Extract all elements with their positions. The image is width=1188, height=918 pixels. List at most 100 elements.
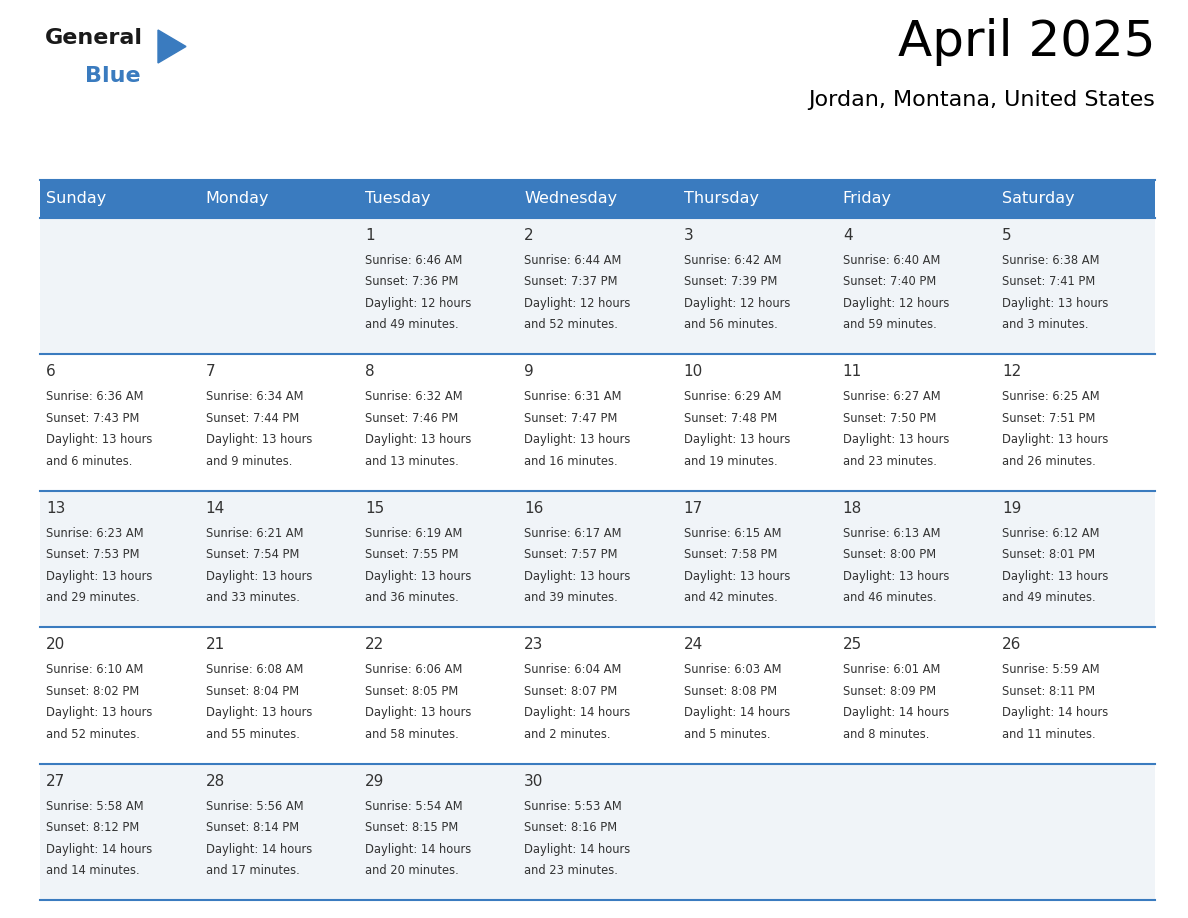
Text: and 39 minutes.: and 39 minutes. xyxy=(524,591,618,604)
Text: and 11 minutes.: and 11 minutes. xyxy=(1003,728,1095,741)
Text: Sunrise: 6:36 AM: Sunrise: 6:36 AM xyxy=(46,390,144,403)
Text: 19: 19 xyxy=(1003,501,1022,516)
Text: Sunset: 8:08 PM: Sunset: 8:08 PM xyxy=(683,685,777,698)
Text: and 58 minutes.: and 58 minutes. xyxy=(365,728,459,741)
Text: 26: 26 xyxy=(1003,637,1022,652)
Text: and 49 minutes.: and 49 minutes. xyxy=(365,319,459,331)
Text: Daylight: 13 hours: Daylight: 13 hours xyxy=(46,706,153,719)
Bar xyxy=(40,354,200,491)
Text: Sunset: 7:40 PM: Sunset: 7:40 PM xyxy=(842,275,936,288)
Text: Sunrise: 5:59 AM: Sunrise: 5:59 AM xyxy=(1003,663,1100,677)
Text: and 52 minutes.: and 52 minutes. xyxy=(46,728,140,741)
Bar xyxy=(677,180,836,218)
Text: 29: 29 xyxy=(365,774,384,789)
Text: 30: 30 xyxy=(524,774,544,789)
Text: Sunrise: 6:25 AM: Sunrise: 6:25 AM xyxy=(1003,390,1100,403)
Text: Wednesday: Wednesday xyxy=(524,192,618,207)
Text: and 42 minutes.: and 42 minutes. xyxy=(683,591,777,604)
Text: and 16 minutes.: and 16 minutes. xyxy=(524,455,618,468)
Text: Sunset: 7:43 PM: Sunset: 7:43 PM xyxy=(46,412,140,425)
Text: Daylight: 13 hours: Daylight: 13 hours xyxy=(206,570,312,583)
Text: and 56 minutes.: and 56 minutes. xyxy=(683,319,777,331)
Text: Sunset: 7:41 PM: Sunset: 7:41 PM xyxy=(1003,275,1095,288)
Text: Sunrise: 6:29 AM: Sunrise: 6:29 AM xyxy=(683,390,781,403)
Bar xyxy=(677,491,836,627)
Text: 18: 18 xyxy=(842,501,862,516)
Text: Sunrise: 6:13 AM: Sunrise: 6:13 AM xyxy=(842,527,940,540)
Bar xyxy=(200,627,359,764)
Text: Sunrise: 6:42 AM: Sunrise: 6:42 AM xyxy=(683,254,781,267)
Text: Sunset: 8:01 PM: Sunset: 8:01 PM xyxy=(1003,548,1095,561)
Text: Daylight: 13 hours: Daylight: 13 hours xyxy=(46,433,153,446)
Bar xyxy=(836,180,996,218)
Text: Tuesday: Tuesday xyxy=(365,192,430,207)
Text: and 46 minutes.: and 46 minutes. xyxy=(842,591,936,604)
Text: Daylight: 13 hours: Daylight: 13 hours xyxy=(683,570,790,583)
Text: Daylight: 12 hours: Daylight: 12 hours xyxy=(524,297,631,310)
Text: Daylight: 13 hours: Daylight: 13 hours xyxy=(524,570,631,583)
Text: and 17 minutes.: and 17 minutes. xyxy=(206,864,299,877)
Text: and 26 minutes.: and 26 minutes. xyxy=(1003,455,1095,468)
Bar xyxy=(677,218,836,354)
Bar xyxy=(996,627,1155,764)
Text: Sunset: 7:53 PM: Sunset: 7:53 PM xyxy=(46,548,140,561)
Text: Sunset: 7:47 PM: Sunset: 7:47 PM xyxy=(524,412,618,425)
Text: Sunrise: 6:17 AM: Sunrise: 6:17 AM xyxy=(524,527,621,540)
Text: 1: 1 xyxy=(365,228,374,243)
Text: 22: 22 xyxy=(365,637,384,652)
Text: 14: 14 xyxy=(206,501,225,516)
Text: Sunrise: 6:10 AM: Sunrise: 6:10 AM xyxy=(46,663,144,677)
Text: Sunset: 8:07 PM: Sunset: 8:07 PM xyxy=(524,685,618,698)
Bar xyxy=(996,218,1155,354)
Text: Daylight: 13 hours: Daylight: 13 hours xyxy=(206,433,312,446)
Text: Sunrise: 6:44 AM: Sunrise: 6:44 AM xyxy=(524,254,621,267)
Bar xyxy=(200,180,359,218)
Text: Sunrise: 6:23 AM: Sunrise: 6:23 AM xyxy=(46,527,144,540)
Bar xyxy=(996,354,1155,491)
Bar xyxy=(40,627,200,764)
Text: and 14 minutes.: and 14 minutes. xyxy=(46,864,140,877)
Text: Sunrise: 6:03 AM: Sunrise: 6:03 AM xyxy=(683,663,781,677)
Bar xyxy=(518,218,677,354)
Text: Daylight: 14 hours: Daylight: 14 hours xyxy=(842,706,949,719)
Bar xyxy=(836,764,996,900)
Bar xyxy=(677,627,836,764)
Text: Sunrise: 6:46 AM: Sunrise: 6:46 AM xyxy=(365,254,462,267)
Bar xyxy=(518,491,677,627)
Bar xyxy=(996,180,1155,218)
Text: 20: 20 xyxy=(46,637,65,652)
Text: Daylight: 13 hours: Daylight: 13 hours xyxy=(46,570,153,583)
Bar xyxy=(518,180,677,218)
Text: 15: 15 xyxy=(365,501,384,516)
Text: Friday: Friday xyxy=(842,192,892,207)
Text: Sunset: 8:14 PM: Sunset: 8:14 PM xyxy=(206,821,299,834)
Text: 21: 21 xyxy=(206,637,225,652)
Text: and 59 minutes.: and 59 minutes. xyxy=(842,319,936,331)
Text: and 49 minutes.: and 49 minutes. xyxy=(1003,591,1095,604)
Text: Daylight: 14 hours: Daylight: 14 hours xyxy=(1003,706,1108,719)
Text: Sunrise: 6:01 AM: Sunrise: 6:01 AM xyxy=(842,663,940,677)
Text: Sunset: 8:05 PM: Sunset: 8:05 PM xyxy=(365,685,459,698)
Bar xyxy=(677,764,836,900)
Text: 10: 10 xyxy=(683,364,703,379)
Text: 6: 6 xyxy=(46,364,56,379)
Bar xyxy=(996,491,1155,627)
Text: Sunset: 7:55 PM: Sunset: 7:55 PM xyxy=(365,548,459,561)
Text: Saturday: Saturday xyxy=(1003,192,1075,207)
Text: Sunrise: 6:04 AM: Sunrise: 6:04 AM xyxy=(524,663,621,677)
Text: Daylight: 14 hours: Daylight: 14 hours xyxy=(46,843,152,856)
Bar xyxy=(40,218,200,354)
Text: Sunrise: 6:06 AM: Sunrise: 6:06 AM xyxy=(365,663,462,677)
Text: Sunrise: 6:21 AM: Sunrise: 6:21 AM xyxy=(206,527,303,540)
Text: and 19 minutes.: and 19 minutes. xyxy=(683,455,777,468)
Text: Monday: Monday xyxy=(206,192,270,207)
Text: Sunrise: 6:40 AM: Sunrise: 6:40 AM xyxy=(842,254,940,267)
Text: 24: 24 xyxy=(683,637,703,652)
Bar xyxy=(996,764,1155,900)
Text: 7: 7 xyxy=(206,364,215,379)
Bar xyxy=(359,218,518,354)
Text: Sunset: 8:09 PM: Sunset: 8:09 PM xyxy=(842,685,936,698)
Bar xyxy=(40,764,200,900)
Text: 3: 3 xyxy=(683,228,694,243)
Bar xyxy=(200,764,359,900)
